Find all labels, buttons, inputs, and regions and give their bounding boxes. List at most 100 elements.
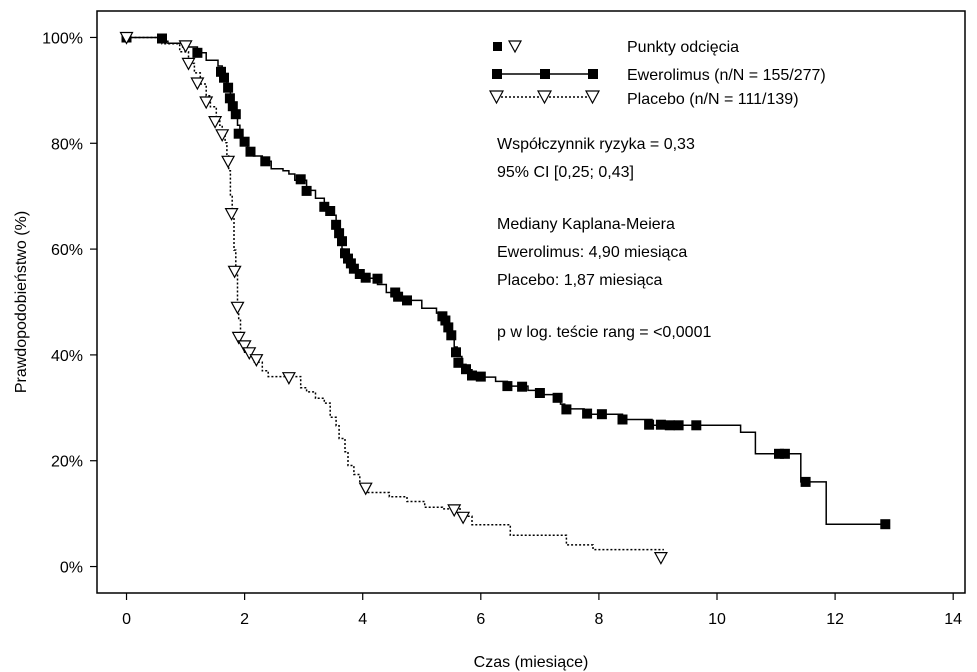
ewerolimus-censor-marker [224,93,235,104]
placebo-censor-marker [224,208,239,221]
ewerolimus-censor-marker [354,269,365,279]
x-tick-label: 6 [476,611,485,628]
ewerolimus-censor-marker [451,347,461,358]
annotation-km-title: Mediany Kaplana-Meiera [497,216,675,233]
placebo-censor-marker [181,57,196,71]
y-tick-label: 60% [51,242,83,259]
ewerolimus-censor-marker [227,101,238,112]
y-axis-label: Prawdopodobieństwo (%) [13,211,30,393]
x-tick-label: 12 [826,611,844,628]
ewerolimus-censor-marker [800,476,811,487]
ewerolimus-censor-marker [502,381,513,392]
placebo-censor-marker [653,552,668,565]
placebo-censor-marker [178,40,193,54]
ewerolimus-censor-marker [340,248,350,259]
placebo-censor-marker [456,511,471,525]
placebo-censor-marker [199,96,214,110]
ewerolimus-censor-marker [655,419,666,430]
ewerolimus-censor-marker [402,295,412,306]
ewerolimus-censor-marker [216,66,226,77]
legend-placebo-triangle-icon [536,90,553,105]
ewerolimus-censor-marker [596,409,607,420]
placebo-censor-marker [190,77,205,91]
axis-layer: 0 2 4 6 8 10 12 14 0% 20% 40% 60% 80% 100% [42,30,962,628]
ewerolimus-censor-marker [517,381,528,392]
legend-placebo-label: Placebo (n/N = 111/139) [627,91,799,108]
legend-censor-triangle-icon [507,40,523,54]
ewerolimus-censor-marker [345,258,356,269]
ewerolimus-censor-marker [372,273,383,284]
x-tick-label: 0 [122,611,131,628]
ewerolimus-censor-marker [245,146,256,157]
ewerolimus-censor-marker [295,174,306,185]
ewerolimus-censor-marker [443,322,454,333]
legend-censor-square-icon [493,42,502,51]
ewerolimus-censor-marker [664,420,675,431]
ewerolimus-censor-marker [219,72,229,83]
ewerolimus-censor-marker [331,219,342,230]
ewerolimus-censor-marker [233,128,244,139]
ewerolimus-censor-marker [673,420,684,431]
legend-censor-label: Punkty odcięcia [627,39,739,56]
legend-placebo-triangle-icon [488,90,505,105]
ewerolimus-censor-marker [337,236,347,247]
y-tick-label: 20% [51,454,83,471]
ewerolimus-censor-marker [475,371,486,382]
x-tick-label: 8 [594,611,603,628]
ewerolimus-censor-marker [644,419,655,430]
ewerolimus-censor-marker [453,357,464,368]
legend-ewerolimus-square-icon [492,69,502,79]
ewerolimus-censor-marker [880,519,891,530]
ewerolimus-censor-marker [157,33,167,44]
ewerolimus-censor-marker [617,414,628,425]
placebo-censor-marker [230,301,245,315]
placebo-censor-marker [215,129,230,143]
placebo-censor-marker [447,504,462,518]
ewerolimus-censor-marker [552,392,563,403]
x-tick-label: 14 [944,611,962,628]
ewerolimus-censor-marker [440,315,451,326]
y-tick-label: 80% [51,136,83,153]
ewerolimus-censor-marker [192,47,203,58]
ewerolimus-censor-marker [348,263,359,274]
placebo-censor-marker [221,155,236,169]
x-axis-label: Czas (miesiące) [474,654,589,671]
legend-ewerolimus-square-icon [588,69,598,79]
ewerolimus-censor-marker [334,228,345,239]
ewerolimus-censor-marker [582,408,593,419]
annotation-median-ewerolimus: Ewerolimus: 4,90 miesiąca [497,244,687,261]
ewerolimus-censor-marker [325,206,336,216]
marker-layer [119,31,891,565]
ewerolimus-censor-marker [239,136,250,147]
x-tick-label: 4 [358,611,367,628]
placebo-censor-marker [119,31,134,45]
placebo-survival-curve [126,36,664,551]
placebo-censor-marker [231,331,246,345]
ewerolimus-censor-marker [774,448,784,459]
annotation-ci: 95% CI [0,25; 0,43] [497,164,634,181]
y-tick-label: 0% [60,560,83,577]
placebo-censor-marker [281,372,296,385]
ewerolimus-censor-marker [561,404,572,415]
x-tick-label: 10 [708,611,726,628]
ewerolimus-censor-marker [230,109,241,120]
annotation-block: Współczynnik ryzyka = 0,33 95% CI [0,25;… [497,136,711,341]
annotation-p-value: p w log. teście rang = <0,0001 [497,324,711,341]
ewerolimus-censor-marker [534,388,545,398]
annotation-median-placebo: Placebo: 1,87 miesiąca [497,272,663,289]
ewerolimus-censor-marker [319,201,330,212]
ewerolimus-censor-marker [223,82,234,93]
ewerolimus-censor-marker [446,330,457,341]
legend-ewerolimus-label: Ewerolimus (n/N = 155/277) [627,67,826,84]
ewerolimus-censor-marker [260,156,271,167]
ewerolimus-censor-marker [467,370,477,381]
y-tick-label: 40% [51,348,83,365]
ewerolimus-censor-marker [779,448,790,459]
placebo-censor-marker [227,265,242,279]
y-tick-label: 100% [42,30,83,47]
x-tick-label: 2 [240,611,249,628]
legend-placebo-triangle-icon [584,90,601,105]
placebo-censor-marker [242,347,257,361]
ewerolimus-censor-marker [360,272,371,283]
